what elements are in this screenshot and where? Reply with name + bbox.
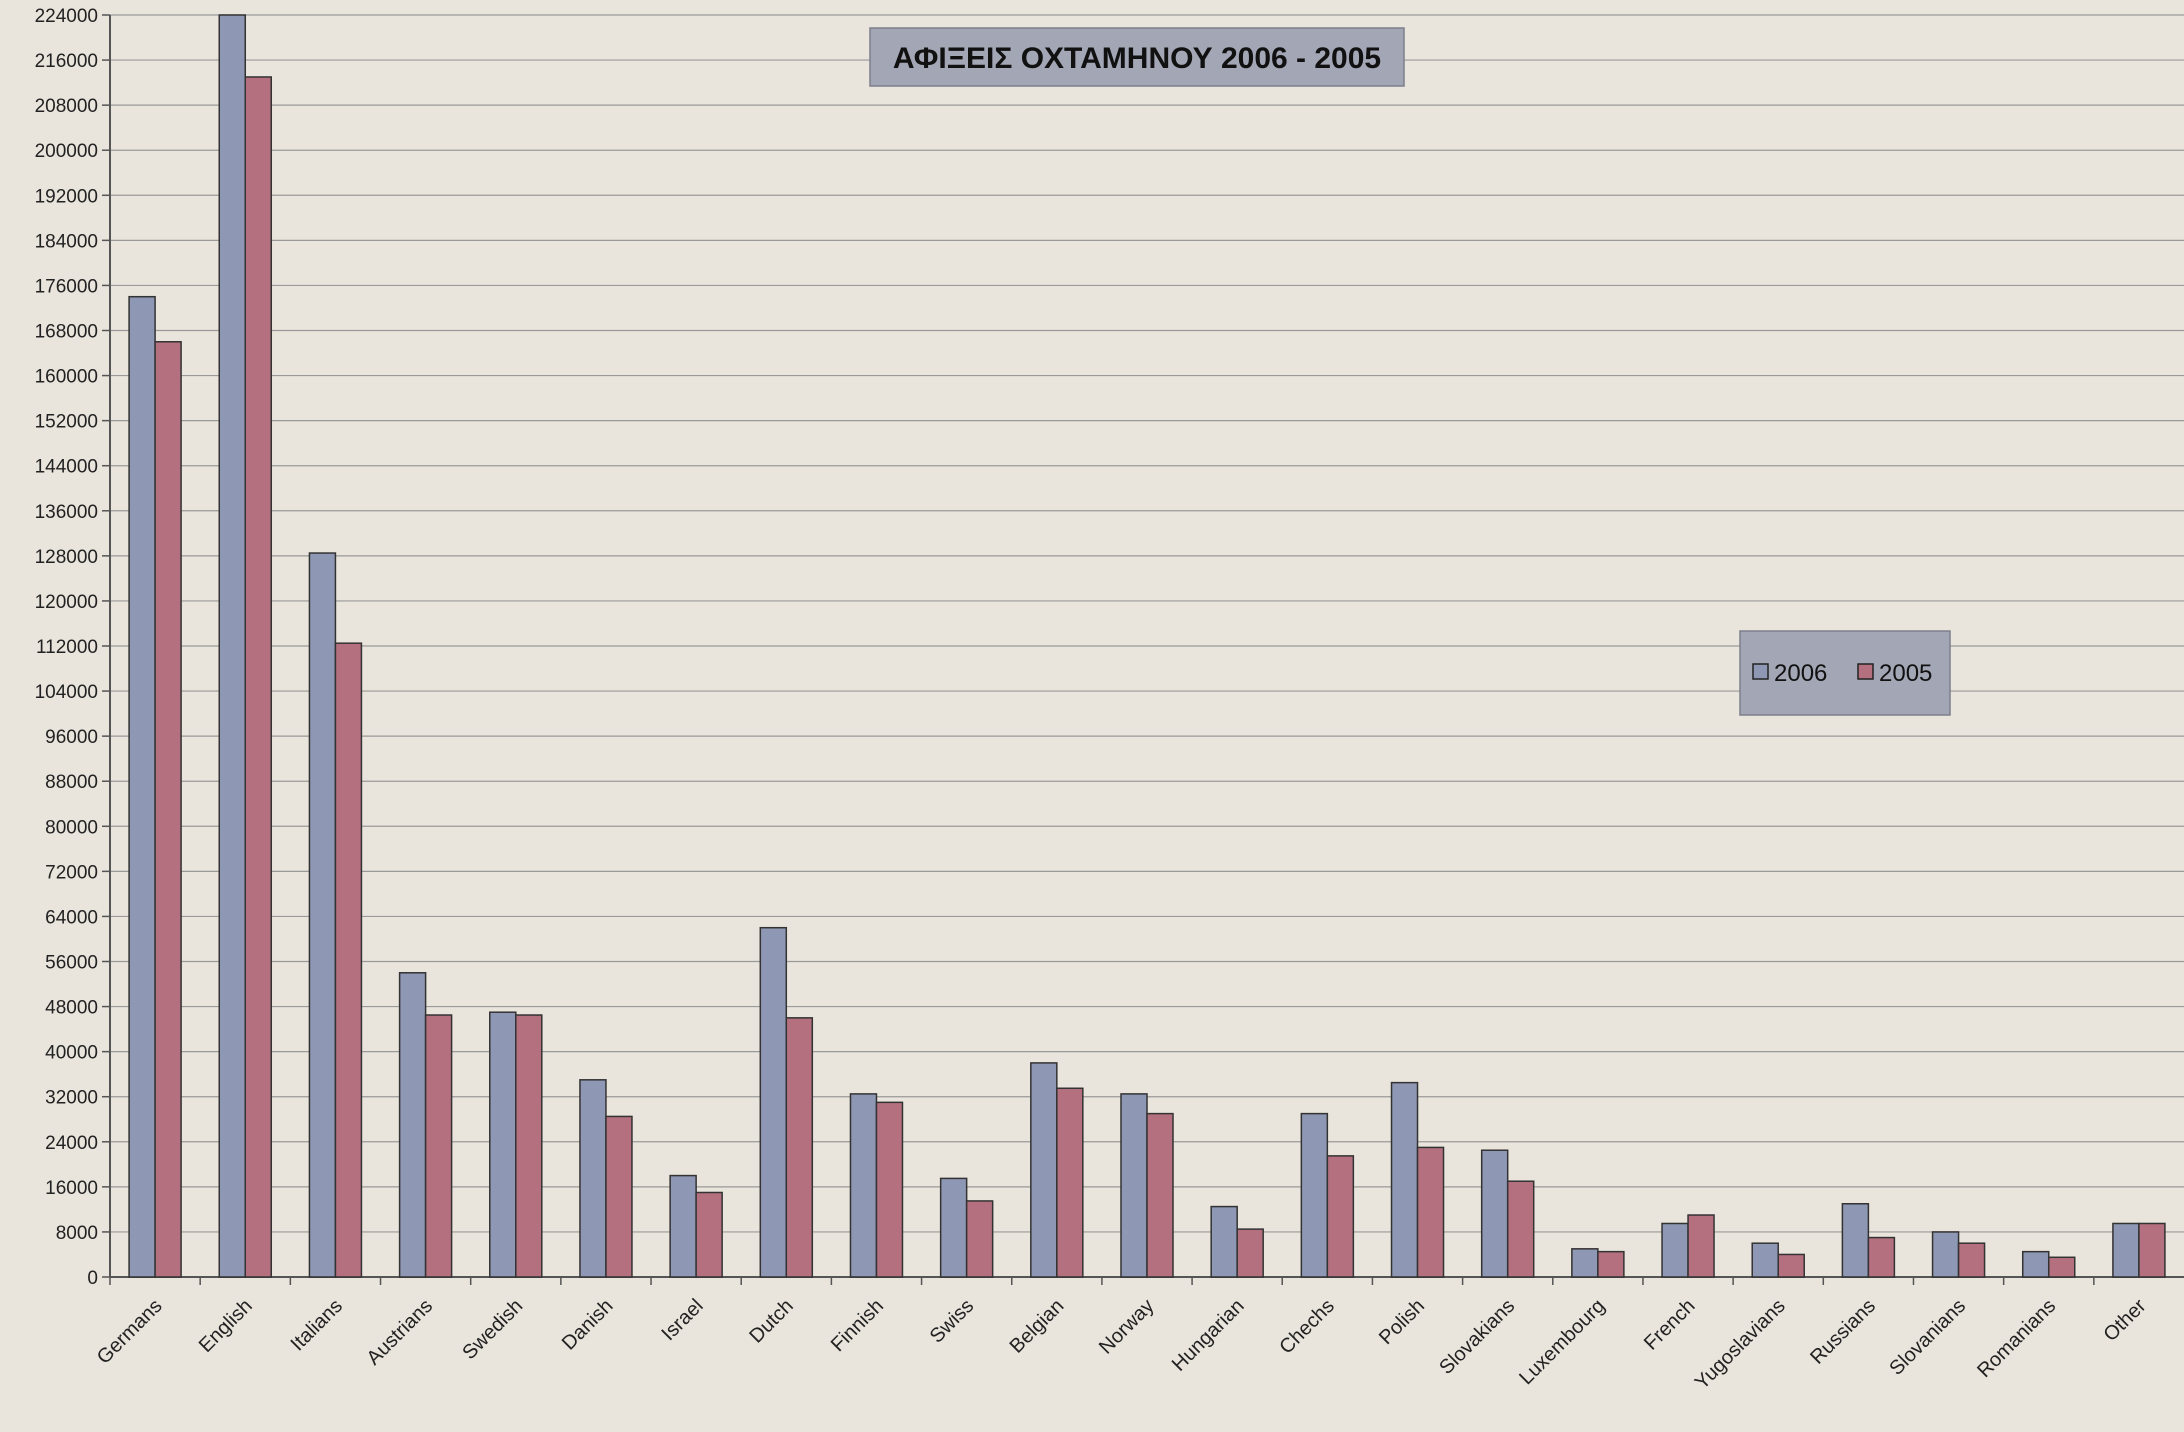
- bar-2005-english: [244, 76, 273, 1278]
- bar-2005-hungarian: [1236, 1228, 1264, 1278]
- y-tick-label: 160000: [35, 367, 98, 388]
- y-tick-label: 128000: [35, 547, 98, 568]
- bar-2005-other: [2138, 1222, 2166, 1278]
- bar-2006-english: [218, 14, 247, 1278]
- bar-2005-germans: [154, 341, 182, 1278]
- y-tick-label: 144000: [35, 457, 98, 478]
- y-tick-label: 0: [87, 1268, 98, 1289]
- bar-2006-yugoslavians: [1751, 1242, 1779, 1278]
- bar-2006-slovakians: [1480, 1149, 1509, 1278]
- bar-2006-chechs: [1300, 1112, 1329, 1278]
- chart-title: ΑΦΙΞΕΙΣ ΟΧΤΑΜΗΝΟΥ 2006 - 2005: [893, 42, 1381, 75]
- bar-2006-austrians: [398, 972, 427, 1278]
- legend-swatch-2005: [1857, 663, 1874, 680]
- y-tick-label: 168000: [35, 322, 98, 343]
- bar-2006-swiss: [939, 1177, 968, 1278]
- bars: [128, 14, 2166, 1278]
- y-tick-label: 48000: [45, 998, 98, 1019]
- y-tick-label: 40000: [45, 1043, 98, 1064]
- bar-2005-finnish: [875, 1101, 904, 1278]
- bar-2005-belgian: [1056, 1087, 1084, 1278]
- bar-2006-polish: [1390, 1081, 1419, 1278]
- y-tick-label: 224000: [35, 6, 98, 27]
- bar-2006-danish: [579, 1079, 607, 1278]
- chart-title-box: ΑΦΙΞΕΙΣ ΟΧΤΑΜΗΝΟΥ 2006 - 2005: [869, 27, 1405, 87]
- bar-2005-slovanians: [1957, 1242, 1986, 1278]
- bar-2005-french: [1687, 1214, 1715, 1278]
- y-tick-label: 88000: [45, 772, 98, 793]
- bar-2005-chechs: [1326, 1155, 1355, 1278]
- bar-2006-dutch: [759, 926, 788, 1278]
- y-tick-label: 8000: [56, 1223, 98, 1244]
- bar-2006-italians: [308, 552, 337, 1278]
- bar-2005-austrians: [424, 1014, 453, 1278]
- bar-2005-romanians: [2047, 1256, 2076, 1278]
- bar-2005-luxembourg: [1597, 1250, 1625, 1278]
- legend-label-2006: 2006: [1774, 660, 1827, 687]
- bar-2006-russians: [1841, 1203, 1870, 1278]
- y-tick-label: 208000: [35, 96, 98, 117]
- bar-2006-germans: [128, 295, 156, 1278]
- y-tick-label: 152000: [35, 412, 98, 433]
- bar-2005-israel: [695, 1191, 723, 1278]
- bar-2006-swedish: [489, 1011, 517, 1278]
- legend: 2006 2005: [1739, 630, 1951, 716]
- y-tick-label: 192000: [35, 186, 98, 207]
- bar-2005-slovakians: [1506, 1180, 1535, 1278]
- bar-2005-swedish: [515, 1014, 543, 1278]
- bar-2005-italians: [334, 642, 363, 1278]
- y-tick-label: 56000: [45, 953, 98, 974]
- y-tick-label: 32000: [45, 1088, 98, 1109]
- bar-2006-luxembourg: [1571, 1248, 1599, 1278]
- y-tick-label: 72000: [45, 862, 98, 883]
- bar-2006-french: [1661, 1222, 1689, 1278]
- y-axis: 224000 216000 208000 200000 192000 184000 1760…: [35, 6, 111, 1289]
- bar-2006-israel: [669, 1174, 697, 1278]
- y-tick-label: 104000: [35, 682, 98, 703]
- bar-2006-norway: [1120, 1093, 1148, 1278]
- y-tick-label: 64000: [45, 907, 98, 928]
- y-tick-label: 136000: [35, 502, 98, 523]
- bar-2006-finnish: [849, 1093, 878, 1278]
- bar-2005-yugoslavians: [1777, 1253, 1805, 1278]
- bar-2006-slovanians: [1931, 1231, 1960, 1278]
- y-tick-label: 120000: [35, 592, 98, 613]
- bar-2005-danish: [605, 1115, 633, 1278]
- bar-2005-polish: [1416, 1146, 1445, 1278]
- y-tick-label: 184000: [35, 231, 98, 252]
- y-tick-label: 96000: [45, 727, 98, 748]
- bar-2005-russians: [1867, 1236, 1896, 1278]
- y-tick-label: 216000: [35, 51, 98, 72]
- bar-2005-swiss: [965, 1200, 994, 1278]
- bar-2006-hungarian: [1210, 1205, 1238, 1278]
- y-tick-label: 176000: [35, 276, 98, 297]
- y-tick-label: 112000: [36, 637, 98, 658]
- gridlines: [110, 14, 2184, 1278]
- y-tick-label: 80000: [45, 817, 98, 838]
- bar-2006-belgian: [1030, 1062, 1058, 1278]
- bar-2005-dutch: [785, 1017, 814, 1278]
- bar-2006-other: [2112, 1222, 2140, 1278]
- y-tick-label: 16000: [45, 1178, 98, 1199]
- y-tick-label: 200000: [35, 141, 98, 162]
- bar-2006-romanians: [2021, 1250, 2050, 1278]
- legend-label-2005: 2005: [1879, 660, 1932, 687]
- y-tick-label: 24000: [45, 1133, 98, 1154]
- legend-swatch-2006: [1752, 663, 1769, 680]
- bar-2005-norway: [1146, 1112, 1174, 1278]
